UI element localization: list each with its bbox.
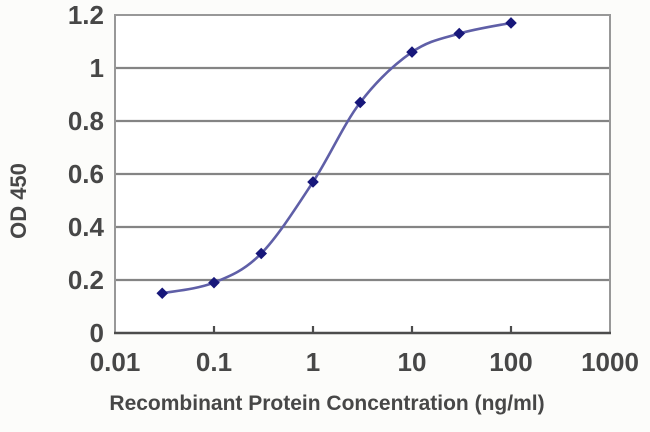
x-tick-label: 100 xyxy=(489,347,533,377)
data-point-marker xyxy=(208,276,220,289)
standard-curve-line xyxy=(160,21,513,295)
x-axis-line-and-ticks xyxy=(114,326,611,335)
data-point-marker xyxy=(406,46,418,58)
y-tick-label: 0.6 xyxy=(67,159,104,189)
y-axis-title: OD 450 xyxy=(6,163,31,239)
x-tick-label: 0.01 xyxy=(89,347,141,377)
standard-curve-path xyxy=(160,21,513,295)
x-axis-title: Recombinant Protein Concentration (ng/ml… xyxy=(109,392,545,415)
data-point-marker xyxy=(307,176,319,188)
x-tick-label: 10 xyxy=(397,347,427,377)
data-point-marker xyxy=(453,27,466,40)
horizontal-gridlines xyxy=(115,66,610,282)
x-tick-label: 1000 xyxy=(581,347,639,377)
x-tick-label: 1 xyxy=(305,347,321,377)
y-tick-label: 0.2 xyxy=(67,265,104,295)
data-point-marker xyxy=(255,247,268,260)
y-tick-label: 0.8 xyxy=(67,106,104,136)
y-tick-label: 1.2 xyxy=(67,0,104,30)
y-tick-label: 1 xyxy=(89,53,104,83)
data-point-marker xyxy=(156,287,169,300)
x-tick-label: 0.1 xyxy=(195,347,233,377)
data-point-marker xyxy=(354,96,367,109)
data-point-marker xyxy=(505,17,517,29)
y-tick-label: 0.4 xyxy=(67,212,104,242)
data-point-markers xyxy=(156,17,517,300)
y-tick-label: 0 xyxy=(89,318,104,348)
